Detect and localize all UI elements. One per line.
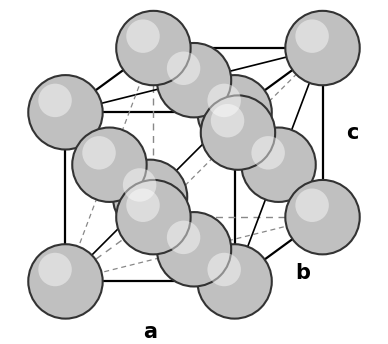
Circle shape: [211, 104, 244, 138]
Circle shape: [126, 19, 160, 53]
Circle shape: [295, 19, 329, 53]
Circle shape: [295, 189, 329, 222]
Circle shape: [113, 160, 187, 234]
Circle shape: [72, 128, 147, 202]
Text: c: c: [346, 122, 359, 143]
Circle shape: [197, 244, 272, 319]
Text: b: b: [296, 263, 310, 283]
Text: a: a: [143, 322, 157, 342]
Circle shape: [208, 253, 241, 286]
Circle shape: [116, 180, 191, 254]
Circle shape: [201, 95, 275, 170]
Circle shape: [241, 128, 316, 202]
Circle shape: [285, 180, 360, 254]
Circle shape: [82, 136, 116, 170]
Circle shape: [38, 253, 72, 286]
Circle shape: [28, 244, 103, 319]
Circle shape: [126, 189, 160, 222]
Circle shape: [208, 84, 241, 117]
Circle shape: [167, 221, 200, 254]
Circle shape: [116, 11, 191, 85]
Circle shape: [28, 75, 103, 150]
Circle shape: [157, 212, 231, 287]
Circle shape: [285, 11, 360, 85]
Circle shape: [197, 75, 272, 150]
Circle shape: [157, 43, 231, 117]
Circle shape: [251, 136, 285, 170]
Circle shape: [167, 52, 200, 85]
Circle shape: [38, 84, 72, 117]
Circle shape: [123, 168, 156, 202]
